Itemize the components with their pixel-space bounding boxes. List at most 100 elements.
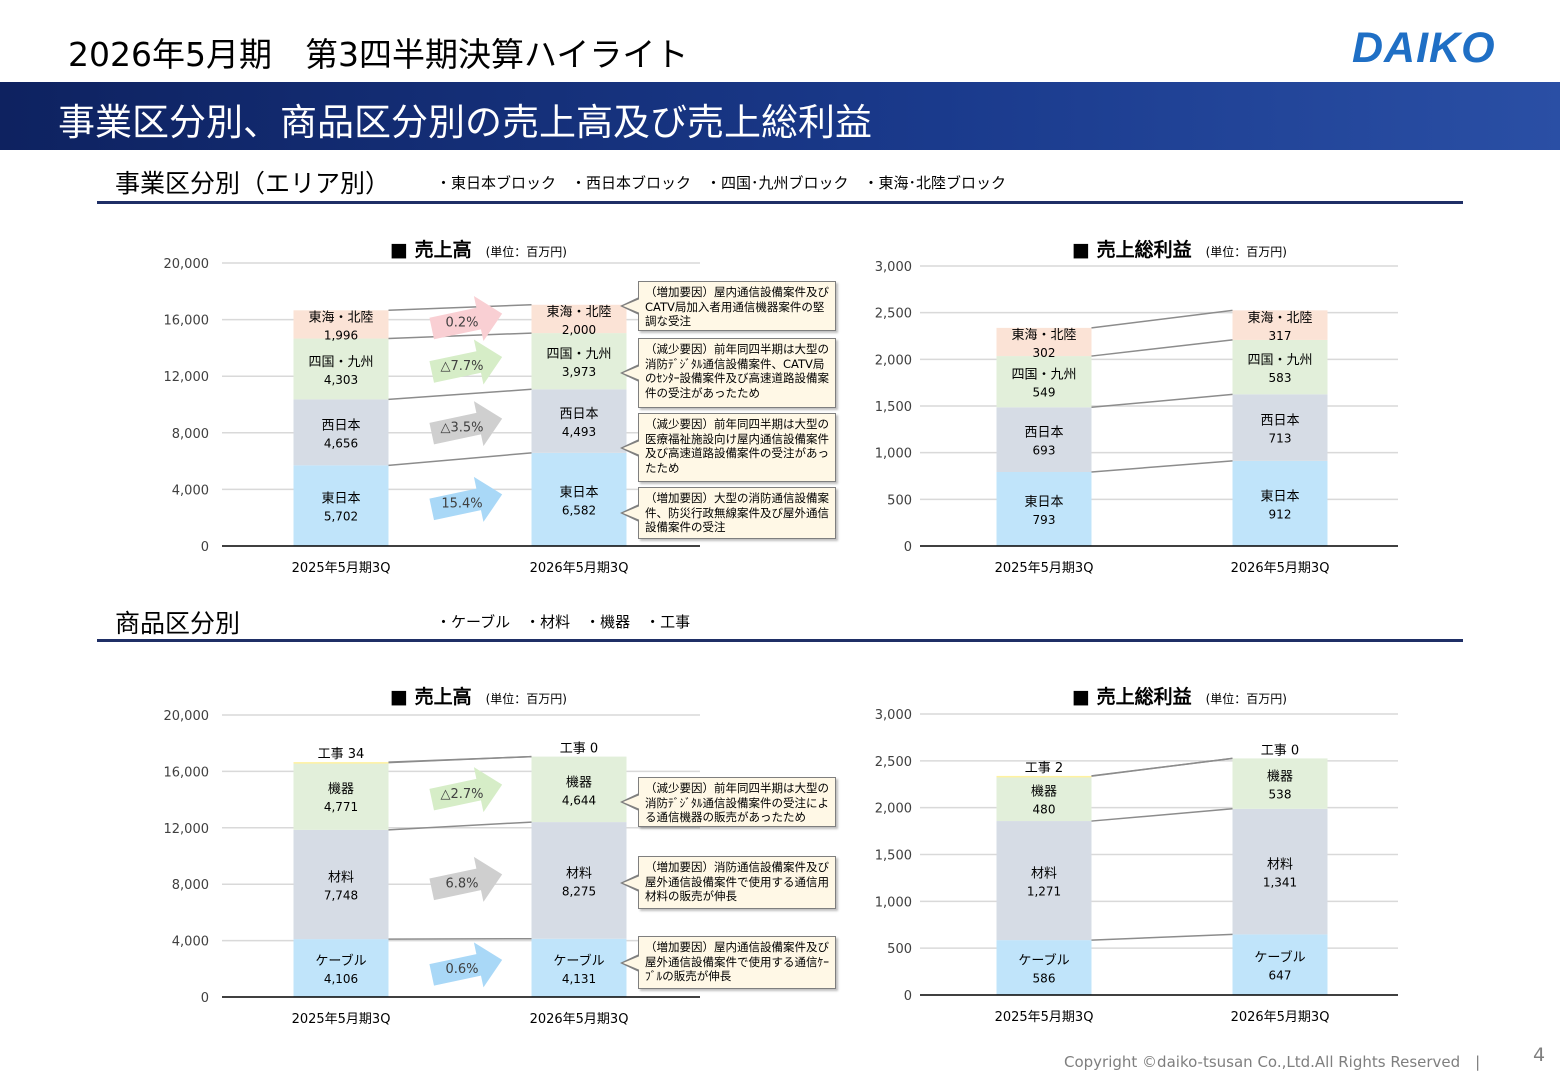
bar-segment <box>996 327 1092 357</box>
bar-label: 工事 0 <box>560 742 598 757</box>
copyright: Copyright ©daiko-tsusan Co.,Ltd.All Righ… <box>1064 1053 1481 1071</box>
bar-label-value: 549 <box>1033 386 1056 400</box>
chart-title-product-gross: ■ 売上総利益 (単位：百万円) <box>1072 682 1287 709</box>
chart-unit: (単位：百万円) <box>485 692 567 706</box>
y-tick-label: 2,000 <box>875 353 912 368</box>
y-tick-label: 4,000 <box>172 483 209 498</box>
bar-label-name: 機器 <box>566 775 592 790</box>
bar-label-name: 機器 <box>1267 770 1293 785</box>
bar-segment <box>1232 339 1328 395</box>
change-percent-label: △7.7% <box>440 359 483 374</box>
bar-label-value: 647 <box>1269 969 1292 983</box>
bar-label: 工事 34 <box>318 747 365 762</box>
callout-equipment: （減少要因）前年同四半期は大型の消防ﾃﾞｼﾞﾀﾙ通信設備案件の受注による通信機器… <box>620 777 836 827</box>
chart-unit: (単位：百万円) <box>1205 245 1287 259</box>
bar-segment <box>293 310 389 339</box>
bar-label-name: 四国・九州 <box>308 355 373 370</box>
chart-title: ■ 売上高 <box>390 686 472 708</box>
bar-segment <box>1232 808 1328 935</box>
bar-segment <box>293 829 389 940</box>
bar-segment <box>293 762 389 830</box>
x-tick-label: 2025年5月期3Q <box>995 561 1094 576</box>
chart-unit: (単位：百万円) <box>485 245 567 259</box>
bar-segment <box>996 356 1092 408</box>
change-arrow-icon <box>429 296 503 342</box>
bar-segment <box>996 471 1092 546</box>
connector-line <box>388 452 532 467</box>
y-tick-label: 3,000 <box>875 260 912 275</box>
chart-unit: (単位：百万円) <box>1205 692 1287 706</box>
bar-label-value: 793 <box>1033 513 1056 527</box>
y-tick-label: 500 <box>887 493 912 508</box>
y-tick-label: 8,000 <box>172 427 209 442</box>
bar-segment <box>996 407 1092 472</box>
bar-label-name: 東海・北陸 <box>1247 310 1312 326</box>
section-area-legend: ・東日本ブロック ・西日本ブロック ・四国･九州ブロック ・東海･北陸ブロック <box>436 174 1007 192</box>
bar-segment <box>996 775 1092 778</box>
y-tick-label: 0 <box>904 540 912 555</box>
bar-label-name: 東日本 <box>1260 488 1299 504</box>
document-title: 2026年5月期 第3四半期決算ハイライト <box>68 35 689 74</box>
bar-segment <box>293 465 389 546</box>
connector-line <box>388 304 532 312</box>
callout-tokai: （増加要因）屋内通信設備案件及びCATV局加入者用通信機器案件の堅調な受注 <box>620 281 836 331</box>
section-product-legend: ・ケーブル ・材料 ・機器 ・工事 <box>436 613 691 631</box>
bar-label-value: 4,106 <box>324 972 358 986</box>
slide-title: 事業区分別、商品区分別の売上高及び売上総利益 <box>58 101 872 144</box>
bar-label-value: 2,000 <box>562 323 596 337</box>
section-divider <box>97 639 1463 642</box>
chart-title: ■ 売上高 <box>390 239 472 261</box>
change-percent-label: △2.7% <box>440 787 483 802</box>
bar-label-value: 4,303 <box>324 373 358 387</box>
x-tick-label: 2026年5月期3Q <box>1231 1010 1330 1025</box>
bar-segment <box>531 452 627 546</box>
bar-label-value: 8,275 <box>562 884 596 898</box>
daiko-logo: DAIKO <box>1352 24 1496 72</box>
bar-label-value: 583 <box>1269 371 1292 385</box>
bar-label-name: 材料 <box>328 870 354 885</box>
bar-label-name: ケーブル <box>1018 953 1069 969</box>
x-tick-label: 2025年5月期3Q <box>292 1012 391 1027</box>
bar-label-name: 東海・北陸 <box>546 304 611 320</box>
bar-label-name: 西日本 <box>321 418 360 433</box>
change-arrow-icon <box>429 942 503 988</box>
bar-label-value: 3,973 <box>562 365 596 379</box>
chart-title-area-sales: ■ 売上高 (単位：百万円) <box>390 235 567 262</box>
bar-segment <box>531 389 627 453</box>
change-arrow-icon <box>429 401 503 447</box>
bar-label-value: 317 <box>1269 329 1292 343</box>
bar-label-value: 302 <box>1033 346 1056 360</box>
bar-label-name: 四国・九州 <box>1247 353 1312 368</box>
chart-title-area-gross: ■ 売上総利益 (単位：百万円) <box>1072 235 1287 262</box>
connector-line <box>388 755 532 763</box>
y-tick-label: 8,000 <box>172 878 209 893</box>
bar-segment <box>531 304 627 334</box>
bar-label-name: 東日本 <box>1024 494 1063 510</box>
bar-label-name: 東日本 <box>321 491 360 507</box>
bar-label-value: 1,996 <box>324 328 358 342</box>
bar-label-value: 586 <box>1033 972 1056 986</box>
bar-label-name: 四国・九州 <box>546 347 611 362</box>
bar-segment <box>1232 758 1328 809</box>
x-tick-label: 2025年5月期3Q <box>292 561 391 576</box>
x-tick-label: 2025年5月期3Q <box>995 1010 1094 1025</box>
y-tick-label: 0 <box>201 540 209 555</box>
change-percent-label: 0.6% <box>445 962 478 977</box>
bar-segment <box>531 756 627 823</box>
y-tick-label: 16,000 <box>164 765 210 780</box>
connector-line <box>1091 393 1233 409</box>
y-tick-label: 2,000 <box>875 802 912 817</box>
bar-segment <box>531 333 627 390</box>
y-tick-label: 16,000 <box>164 314 210 329</box>
change-arrow-icon <box>429 339 503 385</box>
bar-segment <box>1232 934 1328 995</box>
bar-label-name: 東海・北陸 <box>1011 327 1076 343</box>
bar-label: 工事 0 <box>1261 743 1299 758</box>
bar-label-name: 四国・九州 <box>1011 368 1076 383</box>
bar-label-name: 東日本 <box>559 484 598 500</box>
bar-label-name: 東海・北陸 <box>308 309 373 325</box>
title-band <box>0 82 1560 150</box>
connector-line <box>388 388 532 401</box>
change-arrow-icon <box>429 856 503 902</box>
bar-label-value: 4,656 <box>324 436 358 450</box>
